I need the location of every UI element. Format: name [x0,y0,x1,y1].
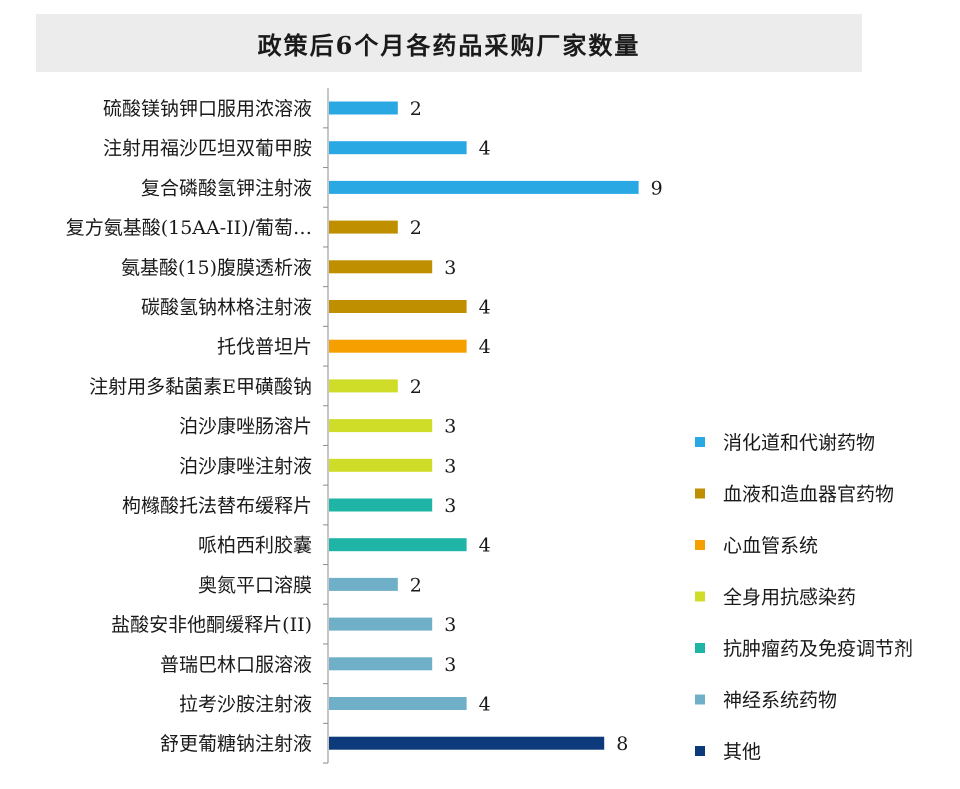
category-label: 哌柏西利胶囊 [198,535,312,557]
legend-swatch [695,591,705,602]
data-label: 3 [444,257,456,279]
category-label: 普瑞巴林口服溶液 [160,654,312,676]
bar [329,141,467,155]
legend-swatch [695,488,705,499]
legend-label: 神经系统药物 [723,690,837,712]
category-label: 复合磷酸氢钾注射液 [141,177,312,199]
data-label: 4 [479,336,491,358]
data-label: 2 [410,376,422,398]
legend-swatch [695,643,705,653]
data-label: 2 [410,217,422,239]
data-label: 2 [410,574,422,596]
data-label: 3 [444,654,456,676]
bar [329,180,639,194]
bar [329,419,433,433]
bar [329,101,398,115]
data-label: 4 [479,694,491,716]
data-label: 3 [444,614,456,636]
category-label: 泊沙康唑注射液 [179,455,312,477]
data-label: 3 [444,455,456,477]
category-label: 复方氨基酸(15AA-II)/葡萄… [66,217,312,239]
data-label: 3 [444,495,456,517]
data-label: 4 [479,297,491,319]
legend-label: 其他 [723,741,761,763]
data-label: 9 [651,177,663,199]
category-label: 托伐普坦片 [217,336,312,358]
bar [329,300,467,313]
legend-label: 抗肿瘤药及免疫调节剂 [723,638,913,660]
legend-label: 血液和造血器官药物 [723,484,894,506]
bar [329,220,398,234]
data-label: 3 [444,416,456,438]
category-label: 注射用多黏菌素E甲磺酸钠 [89,376,312,398]
bar [329,260,433,274]
legend-swatch [695,540,705,550]
bar [329,617,433,631]
data-label: 4 [479,535,491,557]
chart-title-bar: 政策后6个月各药品采购厂家数量 [36,14,862,72]
category-label: 拉考沙胺注射液 [179,694,312,716]
category-label: 碳酸氢钠林格注射液 [141,297,312,319]
bar [329,458,433,472]
bar [329,697,467,710]
bar [329,538,467,552]
bar [329,736,605,750]
category-label: 枸橼酸托法替布缓释片 [122,495,312,517]
legend-swatch [695,746,705,756]
category-label: 注射用福沙匹坦双葡甲胺 [103,138,312,160]
category-label: 奥氮平口溶膜 [198,574,312,596]
legend-swatch [695,694,705,705]
data-label: 4 [479,138,491,160]
legend-label: 消化道和代谢药物 [723,432,875,454]
data-label: 8 [616,733,628,755]
legend-label: 全身用抗感染药 [723,587,856,609]
bar [329,657,433,671]
category-label: 舒更葡糖钠注射液 [160,733,312,755]
legend-label: 心血管系统 [723,535,818,557]
bar [329,498,433,512]
bar [329,379,398,393]
legend-swatch [695,437,705,447]
bar [329,339,467,353]
category-label: 泊沙康唑肠溶片 [179,416,312,438]
chart-title: 政策后6个月各药品采购厂家数量 [257,30,641,60]
category-label: 硫酸镁钠钾口服用浓溶液 [103,98,312,120]
category-label: 盐酸安非他酮缓释片(II) [111,614,312,636]
category-label: 氨基酸(15)腹膜透析液 [121,257,312,279]
data-label: 2 [410,98,422,120]
bar [329,577,398,591]
